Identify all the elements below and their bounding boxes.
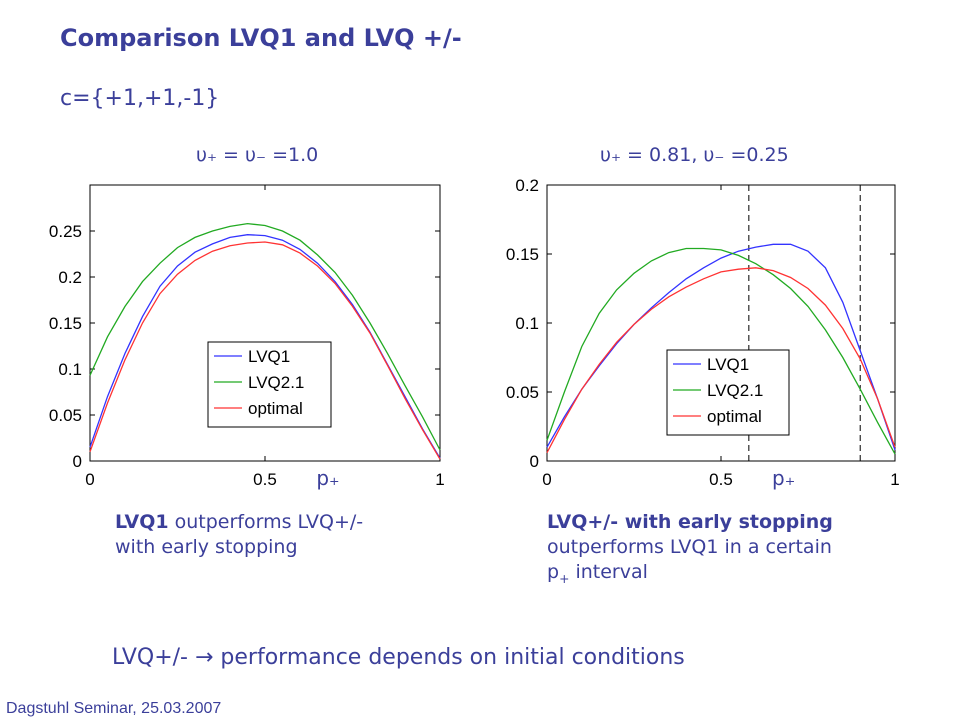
conclusion-text: performance depends on initial condition…	[213, 645, 685, 670]
chart-1-ytick-label: 0.2	[58, 268, 82, 287]
chart-2-legend-label: optimal	[707, 407, 762, 426]
chart-1-legend-label: optimal	[248, 399, 303, 418]
chart-2-xtick-label: 1	[890, 470, 899, 489]
right-caption-line3: p+ interval	[547, 560, 833, 592]
left-caption-rest: outperforms LVQ+/-	[168, 511, 364, 533]
left-chart-title: υ₊ = υ₋ =1.0	[196, 144, 319, 166]
chart-1-series-optimal	[89, 241, 441, 460]
chart-1-xtick-label: 0.5	[253, 470, 277, 489]
footer: Dagstuhl Seminar, 25.03.2007	[6, 700, 222, 717]
chart-2-xtick-label: 0	[542, 470, 551, 489]
left-caption-bold: LVQ1	[115, 511, 169, 533]
chart-1-ytick-label: 0.15	[49, 314, 82, 333]
chart-1-ytick-label: 0.1	[58, 360, 82, 379]
chart-1-legend-label: LVQ1	[248, 347, 290, 366]
chart-2-legend-label: LVQ2.1	[707, 381, 763, 400]
right-caption: LVQ+/- with early stopping outperforms L…	[547, 510, 833, 592]
right-caption-line1: LVQ+/- with early stopping	[547, 510, 833, 535]
chart-1-xtick-label: 0	[85, 470, 94, 489]
chart-2-ytick-label: 0.1	[515, 314, 539, 333]
right-caption-interval: interval	[569, 561, 648, 583]
chart-1-xlabel: p₊	[316, 466, 339, 490]
chart-2-xtick-label: 0.5	[709, 470, 733, 489]
chart-1-ytick-label: 0	[73, 452, 82, 471]
chart-2-ytick-label: 0.15	[506, 245, 539, 264]
left-caption-line2: with early stopping	[115, 536, 298, 558]
slide-title: Comparison LVQ1 and LVQ +/-	[60, 24, 462, 52]
conclusion: LVQ+/- → performance depends on initial …	[112, 645, 685, 670]
chart-1-series-lvq21	[89, 222, 441, 451]
conclusion-lvq: LVQ+/-	[112, 645, 188, 670]
left-caption-line1: LVQ1 outperforms LVQ+/-	[115, 510, 363, 535]
chart-2-ytick-label: 0.2	[515, 176, 539, 195]
chart-2-ytick-label: 0.05	[506, 383, 539, 402]
chart-2-ytick-label: 0	[530, 452, 539, 471]
left-caption: LVQ1 outperforms LVQ+/- with early stopp…	[115, 510, 363, 560]
right-caption-line2: outperforms LVQ1 in a certain	[547, 536, 832, 558]
chart-1-legend-label: LVQ2.1	[248, 373, 304, 392]
right-caption-bold: LVQ+/- with early stopping	[547, 511, 833, 533]
chart-1-ytick-label: 0.25	[49, 222, 82, 241]
chart-2-legend-label: LVQ1	[707, 355, 749, 374]
right-caption-sub: +	[559, 571, 570, 586]
chart-2-series-optimal	[546, 267, 896, 454]
chart-1-xtick-label: 1	[435, 470, 444, 489]
chart-1-ytick-label: 0.05	[49, 406, 82, 425]
chart-2-series-lvq1	[546, 243, 896, 451]
chart-2-series-lvq21	[546, 247, 896, 455]
slide-subtitle: c={+1,+1,-1}	[60, 86, 220, 111]
right-caption-p: p	[547, 561, 560, 583]
arrow-right-icon: →	[195, 645, 214, 670]
right-chart-title: υ₊ = 0.81, υ₋ =0.25	[600, 144, 789, 166]
chart-2-xlabel: p₊	[772, 466, 795, 490]
